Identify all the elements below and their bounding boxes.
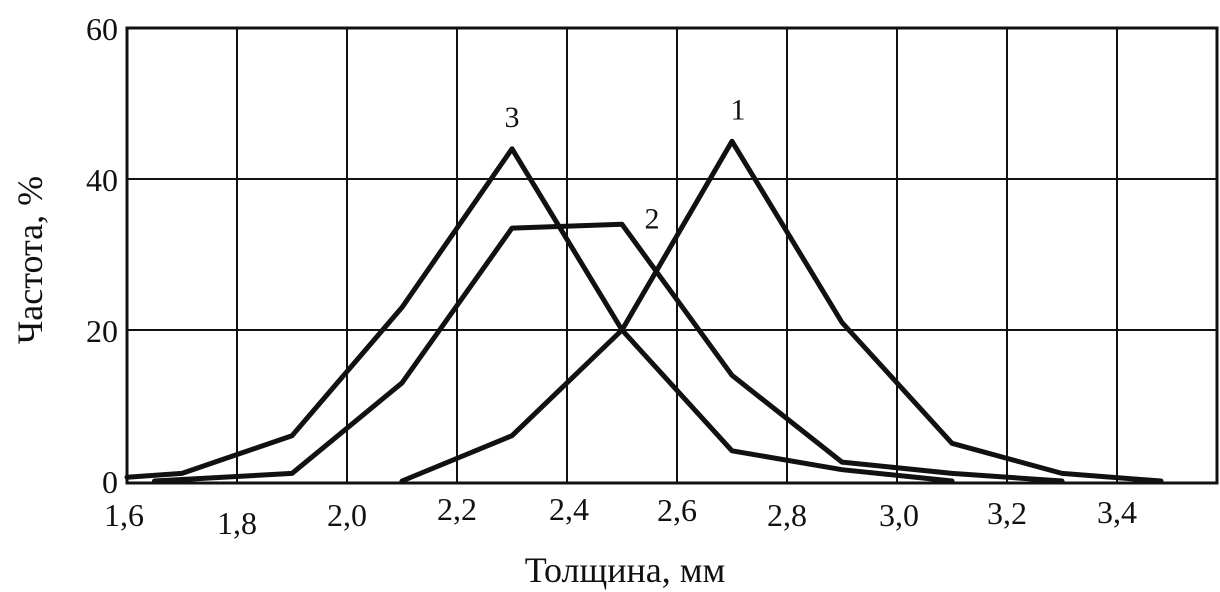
series-curves — [127, 141, 1161, 481]
x-tick-label: 3,4 — [1097, 494, 1137, 530]
series-label-1: 1 — [731, 93, 746, 126]
series-line-2 — [155, 224, 1063, 481]
y-tick-labels: 0 20 40 60 — [86, 11, 118, 500]
x-tick-label: 1,8 — [217, 505, 257, 541]
y-tick-label: 20 — [86, 313, 118, 349]
x-tick-label: 2,6 — [657, 492, 697, 528]
x-axis-title: Толщина, мм — [525, 550, 726, 590]
y-tick-label: 60 — [86, 11, 118, 47]
x-tick-label: 2,4 — [549, 491, 589, 527]
series-label-2: 2 — [645, 202, 660, 235]
series-label-3: 3 — [505, 101, 520, 134]
x-tick-label: 2,8 — [767, 497, 807, 533]
x-tick-label: 1,6 — [104, 497, 144, 533]
y-tick-label: 40 — [86, 162, 118, 198]
grid — [127, 28, 1217, 483]
plot-frame — [127, 28, 1217, 483]
x-tick-label: 3,0 — [879, 497, 919, 533]
x-tick-label: 2,0 — [327, 497, 367, 533]
series-line-1 — [402, 141, 1161, 481]
y-tick-label: 0 — [102, 464, 118, 500]
series-labels: 1 2 3 — [505, 93, 746, 235]
x-tick-label: 3,2 — [987, 495, 1027, 531]
y-axis-title: Частота, % — [10, 176, 50, 344]
x-tick-labels: 1,6 1,8 2,0 2,2 2,4 2,6 2,8 3,0 3,2 3,4 — [104, 491, 1137, 541]
series-line-3 — [127, 149, 952, 481]
x-tick-label: 2,2 — [437, 491, 477, 527]
